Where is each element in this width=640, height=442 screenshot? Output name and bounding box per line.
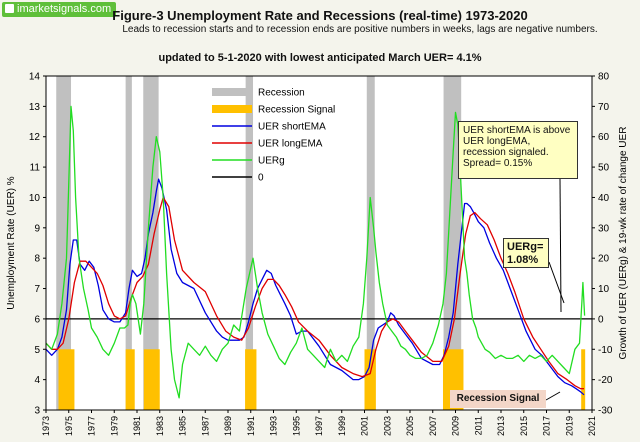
y-left-tick-label-10: 13: [29, 102, 41, 113]
x-tick-label-4: 1981: [132, 416, 142, 436]
annotation-pointer-main: [559, 178, 562, 313]
recession-bar-4: [366, 76, 375, 410]
annotation-pointer-uerg: [548, 261, 565, 304]
legend-swatch-1: [212, 105, 252, 113]
y-right-tick-label-0: -30: [598, 406, 613, 417]
signal-annotation-box: UER shortEMA is above UER longEMA, reces…: [458, 121, 578, 179]
uerg-value: 1.08%: [507, 254, 539, 266]
x-tick-label-9: 1991: [246, 416, 256, 436]
x-tick-label-6: 1985: [178, 416, 188, 436]
y-right-tick-label-2: -10: [598, 345, 613, 356]
x-tick-label-24: 2021: [587, 416, 597, 436]
recession-signal-bar-4: [364, 349, 376, 410]
x-tick-label-3: 1979: [109, 416, 119, 436]
chart-subtitle: Leads to recession starts and to recessi…: [122, 24, 598, 35]
y-left-tick-label-2: 5: [34, 345, 40, 356]
x-tick-label-20: 2013: [496, 416, 506, 436]
recession-signal-bar-6: [581, 349, 586, 410]
brand-name: imarketsignals.com: [17, 3, 112, 15]
y-left-tick-label-6: 9: [34, 223, 40, 234]
x-tick-label-13: 1999: [337, 416, 347, 436]
y-right-tick-label-4: 10: [598, 284, 610, 295]
recession-signal-bar-0: [58, 349, 75, 410]
x-tick-label-19: 2011: [473, 416, 483, 435]
chart-title: Figure-3 Unemployment Rate and Recession…: [112, 8, 528, 23]
y-right-tick-label-8: 50: [598, 163, 610, 174]
y-right-tick-label-5: 20: [598, 254, 610, 265]
x-tick-label-17: 2007: [428, 416, 438, 436]
y-right-tick-label-6: 30: [598, 223, 610, 234]
y-left-axis-label: Unemployment Rate (UER) %: [6, 176, 17, 309]
y-left-tick-label-3: 6: [34, 314, 40, 325]
x-tick-label-10: 1993: [269, 416, 279, 436]
brand-logo: imarketsignals.com: [2, 2, 117, 17]
y-right-tick-label-1: -20: [598, 375, 613, 386]
x-tick-label-12: 1997: [314, 416, 324, 436]
y-right-tick-label-9: 60: [598, 132, 610, 143]
recession-bar-2: [143, 76, 159, 410]
plot-frame: [45, 75, 593, 411]
x-tick-label-23: 2019: [564, 416, 574, 436]
x-tick-label-11: 1995: [291, 416, 301, 436]
y-right-axis-label: Growth of UER (UERg) & 19-wk rate of cha…: [618, 127, 629, 360]
y-left-tick-label-11: 14: [29, 72, 41, 83]
legend-label-2: UER shortEMA: [258, 122, 326, 133]
legend-label-3: UER longEMA: [258, 139, 323, 150]
x-tick-label-1: 1975: [64, 416, 74, 436]
short-ema-line: [45, 178, 585, 396]
y-left-tick-label-4: 7: [34, 284, 40, 295]
legend-label-5: 0: [258, 173, 264, 184]
y-left-tick-label-8: 11: [30, 163, 41, 174]
x-tick-label-7: 1987: [200, 416, 210, 436]
chart-update-note: updated to 5-1-2020 with lowest anticipa…: [158, 52, 482, 64]
recession-bar-1: [125, 76, 132, 410]
recession-signal-annotation: Recession Signal: [450, 390, 546, 408]
annotation-pointer-signal: [545, 391, 561, 401]
legend-label-4: UERg: [258, 156, 285, 167]
y-left-tick-label-5: 8: [34, 254, 40, 265]
legend-swatch-0: [212, 88, 252, 96]
x-tick-label-5: 1983: [155, 416, 165, 436]
y-left-tick-label-0: 3: [34, 406, 40, 417]
x-tick-label-21: 2015: [519, 416, 529, 436]
x-tick-label-16: 2005: [405, 416, 415, 436]
legend-label-0: Recession: [258, 88, 305, 99]
long-ema-line: [45, 196, 584, 390]
x-tick-label-15: 2003: [382, 416, 392, 436]
y-right-tick-label-10: 70: [598, 102, 610, 113]
x-tick-label-0: 1973: [41, 416, 51, 436]
recession-signal-bar-2: [143, 349, 160, 410]
y-right-tick-label-7: 40: [598, 193, 610, 204]
recession-bar-5: [443, 76, 462, 410]
y-left-tick-label-1: 4: [34, 375, 40, 386]
x-tick-label-2: 1977: [87, 416, 97, 436]
legend-label-1: Recession Signal: [258, 105, 335, 116]
x-tick-label-14: 2001: [360, 416, 370, 436]
x-tick-label-8: 1989: [223, 416, 233, 436]
x-tick-label-18: 2009: [451, 416, 461, 436]
uerg-annotation-box: UERg= 1.08%: [503, 238, 549, 268]
recession-bar-3: [245, 76, 254, 410]
y-right-tick-label-11: 80: [598, 72, 610, 83]
y-left-tick-label-9: 12: [29, 132, 41, 143]
recession-signal-bar-3: [245, 349, 257, 410]
y-left-tick-label-7: 10: [29, 193, 41, 204]
x-tick-label-22: 2017: [542, 416, 552, 436]
y-right-tick-label-3: 0: [598, 314, 604, 325]
uerg-label: UERg=: [507, 241, 544, 253]
uerg-line: [45, 105, 586, 399]
recession-signal-bar-1: [125, 349, 135, 410]
chart-logo-icon: [5, 4, 14, 13]
